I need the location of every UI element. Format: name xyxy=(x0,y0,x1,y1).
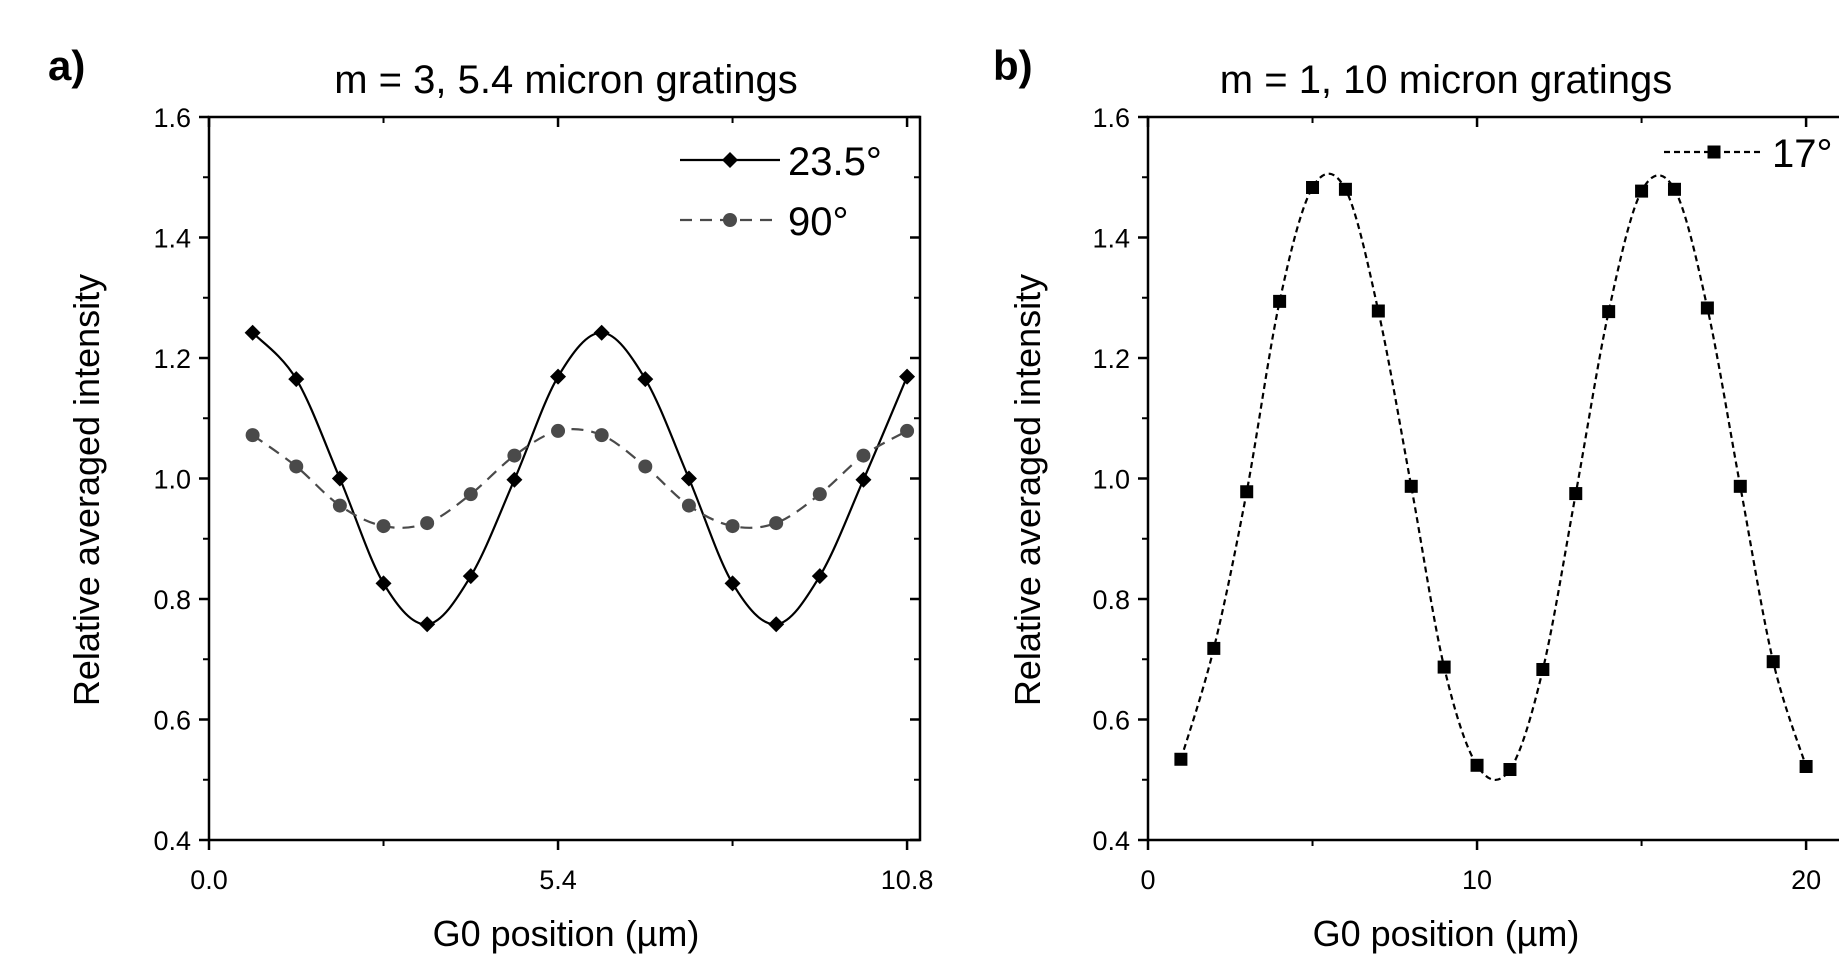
data-point xyxy=(724,575,741,592)
data-point xyxy=(1240,485,1254,499)
panel-b: b) m = 1, 10 micron gratings G0 position… xyxy=(993,42,1839,954)
data-point xyxy=(593,324,610,341)
y-tick-label: 0.8 xyxy=(1092,585,1130,615)
y-tick-label: 1.2 xyxy=(1092,344,1130,374)
data-point xyxy=(594,428,609,443)
data-point xyxy=(332,498,347,513)
y-tick-label: 0.8 xyxy=(153,585,191,615)
data-point xyxy=(1569,487,1583,501)
data-point xyxy=(375,575,392,592)
data-point xyxy=(769,516,784,531)
legend-marker xyxy=(722,152,738,168)
legend-marker xyxy=(1707,145,1721,159)
legend-marker xyxy=(723,213,737,227)
data-point xyxy=(288,371,305,388)
y-tick-label: 0.4 xyxy=(153,826,191,856)
panel-a: a) m = 3, 5.4 micron gratings G0 positio… xyxy=(48,42,933,954)
data-point xyxy=(1306,180,1320,194)
data-point xyxy=(899,368,916,385)
data-point xyxy=(289,459,304,474)
panel-b-series xyxy=(1174,172,1813,781)
data-point xyxy=(638,459,653,474)
panel-b-title: m = 1, 10 micron gratings xyxy=(1220,58,1672,102)
data-point xyxy=(900,423,915,438)
series-line-1 xyxy=(1179,172,1808,781)
data-point xyxy=(681,498,696,513)
data-point xyxy=(1273,294,1287,308)
data-point xyxy=(1470,758,1484,772)
data-point xyxy=(1602,305,1616,319)
panel-b-ylabel: Relative averaged intensity xyxy=(1007,274,1048,706)
data-point xyxy=(637,371,654,388)
data-point xyxy=(244,324,261,341)
data-point xyxy=(1503,763,1517,777)
data-point xyxy=(1766,655,1780,669)
data-point xyxy=(1371,304,1385,318)
y-tick-label: 0.6 xyxy=(153,706,191,736)
panel-a-series xyxy=(244,324,916,633)
x-tick-label: 0.0 xyxy=(190,865,228,895)
panel-a-axes: 0.4 0.6 0.8 1.0 1.2 1.4 1.6 0.0 5.4 10.8 xyxy=(153,103,933,895)
data-point xyxy=(376,519,391,534)
data-point xyxy=(768,616,785,633)
y-tick-label: 0.6 xyxy=(1092,706,1130,736)
data-point xyxy=(1667,182,1681,196)
data-point xyxy=(1536,662,1550,676)
data-point xyxy=(725,519,740,534)
panel-b-xlabel: G0 position (µm) xyxy=(1313,913,1580,954)
panel-a-ylabel: Relative averaged intensity xyxy=(66,274,107,706)
data-point xyxy=(855,471,872,488)
x-tick-label: 10 xyxy=(1462,865,1492,895)
x-tick-label: 0 xyxy=(1140,865,1155,895)
legend-label: 90° xyxy=(788,200,849,244)
panel-a-title: m = 3, 5.4 micron gratings xyxy=(334,58,798,102)
series-line-1 xyxy=(251,331,909,626)
y-tick-label: 1.0 xyxy=(153,465,191,495)
y-tick-label: 1.2 xyxy=(153,344,191,374)
data-point xyxy=(856,448,871,463)
panel-a-xlabel: G0 position (µm) xyxy=(433,913,700,954)
data-point xyxy=(551,423,566,438)
legend-label: 17° xyxy=(1772,132,1833,176)
data-point xyxy=(507,448,522,463)
series-line-2 xyxy=(251,428,908,529)
panel-b-legend: 17° xyxy=(1664,132,1833,176)
panel-a-letter: a) xyxy=(48,42,85,89)
data-point xyxy=(550,368,567,385)
data-point xyxy=(245,428,260,443)
data-point xyxy=(506,471,523,488)
x-tick-label: 5.4 xyxy=(539,865,577,895)
data-point xyxy=(1733,479,1747,493)
data-point xyxy=(1338,182,1352,196)
data-point xyxy=(462,568,479,585)
data-point xyxy=(811,568,828,585)
x-tick-label: 10.8 xyxy=(881,865,934,895)
data-point xyxy=(1207,641,1221,655)
data-point xyxy=(1700,301,1714,315)
data-point xyxy=(1174,752,1188,766)
plot-frame xyxy=(1146,115,1839,842)
data-point xyxy=(812,487,827,502)
data-point xyxy=(680,470,697,487)
panel-a-legend: 23.5° 90° xyxy=(680,140,882,244)
y-tick-label: 1.4 xyxy=(1092,224,1130,254)
data-point xyxy=(463,487,478,502)
y-tick-label: 0.4 xyxy=(1092,826,1130,856)
panel-b-letter: b) xyxy=(993,42,1033,89)
data-point xyxy=(331,470,348,487)
data-point xyxy=(1635,184,1649,198)
data-point xyxy=(1404,479,1418,493)
x-tick-label: 20 xyxy=(1791,865,1821,895)
y-tick-label: 1.0 xyxy=(1092,465,1130,495)
y-tick-label: 1.6 xyxy=(1092,103,1130,133)
legend-label: 23.5° xyxy=(788,140,882,184)
panel-b-axes: 0.4 0.6 0.8 1.0 1.2 1.4 1.6 0 10 20 xyxy=(1092,103,1839,895)
y-tick-label: 1.6 xyxy=(153,103,191,133)
data-point xyxy=(419,616,436,633)
y-tick-label: 1.4 xyxy=(153,224,191,254)
data-point xyxy=(1437,660,1451,674)
data-point xyxy=(1799,759,1813,773)
data-point xyxy=(420,516,435,531)
